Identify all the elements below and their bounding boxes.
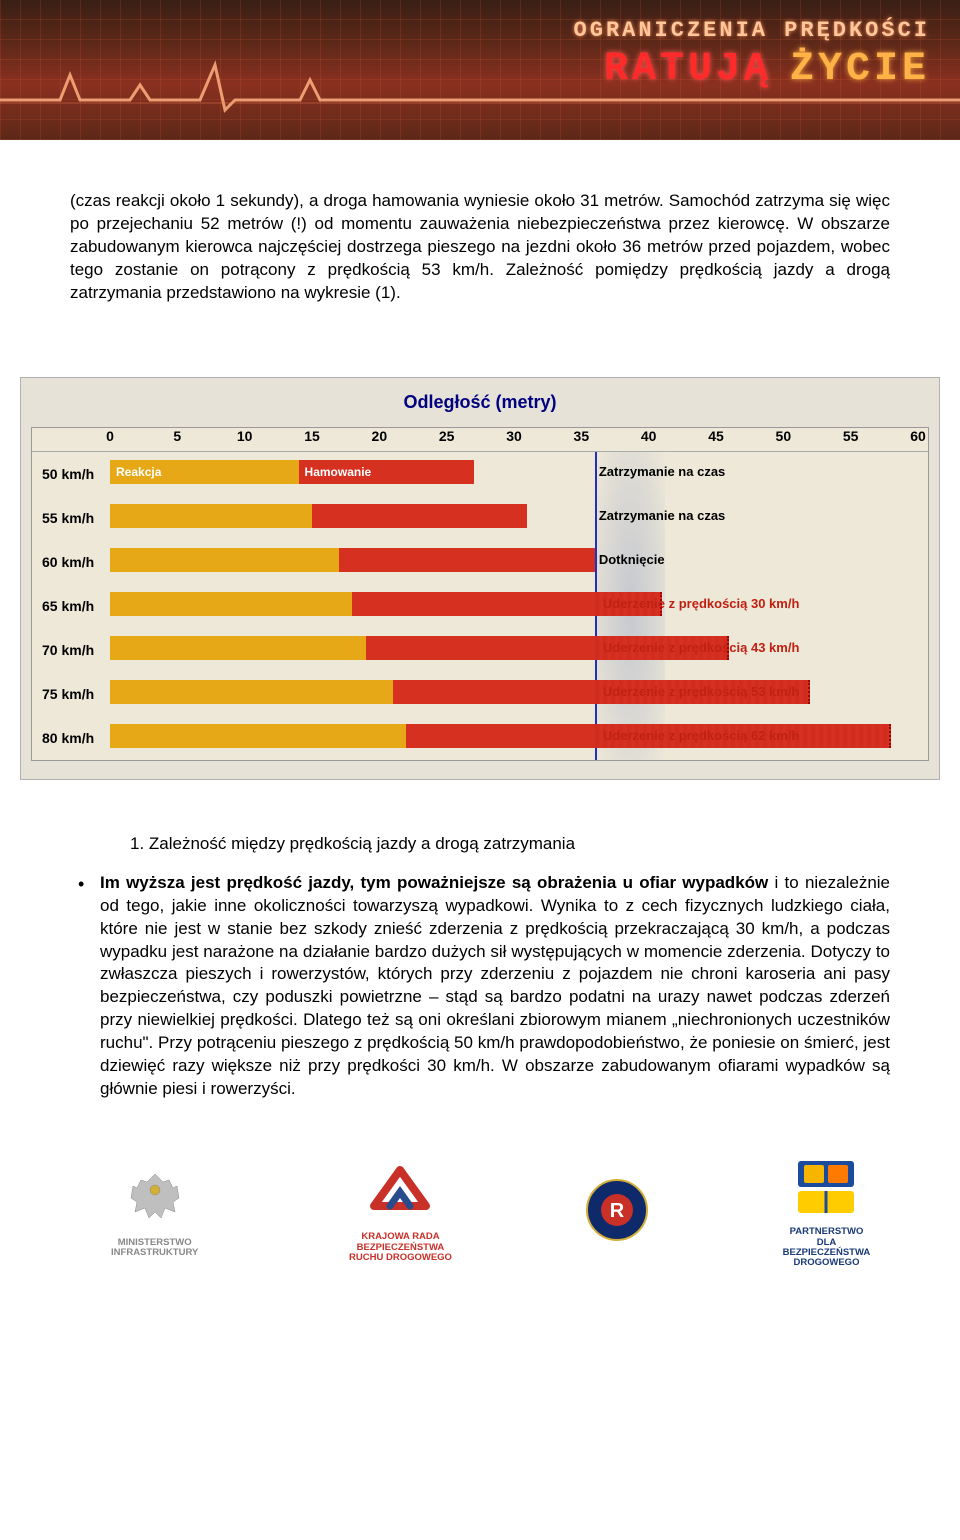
bar-track: Uderzenie z prędkością 43 km/h (110, 636, 918, 664)
logo-krbrd-caption: KRAJOWA RADA BEZPIECZEŃSTWA RUCHU DROGOW… (349, 1232, 452, 1263)
chart-row: 65 km/hUderzenie z prędkością 30 km/h (32, 584, 928, 628)
logo-ministerstwo: MINISTERSTWO INFRASTRUKTURY (90, 1162, 220, 1259)
krbrd-icon (364, 1156, 436, 1228)
x-tick: 55 (843, 428, 859, 444)
reaction-segment: Reakcja (110, 460, 299, 484)
banner-line1: OGRANICZENIA PRĘDKOŚCI (574, 18, 930, 43)
svg-text:R: R (610, 1200, 625, 1222)
speed-label: 70 km/h (32, 642, 110, 658)
logo-krbrd: KRAJOWA RADA BEZPIECZEŃSTWA RUCHU DROGOW… (349, 1156, 452, 1263)
chart-row: 50 km/hReakcjaHamowanie Zatrzymanie na cz… (32, 452, 928, 496)
x-tick: 0 (106, 428, 114, 444)
banner-word-zycie: ŻYCIE (790, 47, 930, 92)
overshoot-marker (595, 724, 891, 748)
braking-segment (312, 504, 527, 528)
chart-row: 75 km/hUderzenie z prędkością 53 km/h (32, 672, 928, 716)
x-tick: 45 (708, 428, 724, 444)
x-tick: 50 (776, 428, 792, 444)
outcome-label: Zatrzymanie na czas (599, 460, 725, 484)
chart-plot-area: 0 5 10 15 20 25 30 35 40 45 50 55 60 50 km/hReakcjaH… (31, 427, 929, 761)
speed-label: 60 km/h (32, 554, 110, 570)
x-tick: 25 (439, 428, 455, 444)
x-tick: 35 (574, 428, 590, 444)
chart-row: 60 km/h Dotknięcie (32, 540, 928, 584)
logo-policja: R (581, 1174, 653, 1246)
x-tick: 40 (641, 428, 657, 444)
eagle-icon (119, 1162, 191, 1234)
chart-row: 55 km/h Zatrzymanie na czas (32, 496, 928, 540)
chart-rows: 50 km/hReakcjaHamowanie Zatrzymanie na cz… (32, 452, 928, 760)
reaction-segment (110, 548, 339, 572)
banner-word-ratuja: RATUJĄ (604, 47, 772, 92)
logo-pbrd-caption: PARTNERSTWO DLA BEZPIECZEŃSTWA DROGOWEGO (783, 1227, 871, 1269)
policja-badge-icon: R (581, 1174, 653, 1246)
stopping-distance-chart: Odległość (metry) 0 5 10 15 20 25 30 35 40 45 50 55… (20, 377, 940, 780)
overshoot-marker (595, 680, 810, 704)
reaction-segment (110, 636, 366, 660)
braking-segment (339, 548, 595, 572)
chart-title: Odległość (metry) (31, 392, 929, 413)
paragraph-1: (czas reakcji około 1 sekundy), a droga … (70, 190, 890, 305)
speed-label: 50 km/h (32, 466, 110, 482)
braking-segment: Hamowanie (299, 460, 474, 484)
reaction-segment (110, 724, 406, 748)
reaction-segment (110, 504, 312, 528)
bar-track: Uderzenie z prędkością 62 km/h (110, 724, 918, 752)
header-banner: OGRANICZENIA PRĘDKOŚCI RATUJĄ ŻYCIE (0, 0, 960, 140)
x-tick: 60 (910, 428, 926, 444)
bar-track: Uderzenie z prędkością 53 km/h (110, 680, 918, 708)
overshoot-marker (595, 636, 730, 660)
outcome-label: Dotknięcie (599, 548, 665, 572)
footer-logos: MINISTERSTWO INFRASTRUKTURY KRAJOWA RADA… (0, 1131, 960, 1299)
x-tick: 20 (372, 428, 388, 444)
x-tick: 15 (304, 428, 320, 444)
speed-label: 80 km/h (32, 730, 110, 746)
chart-row: 80 km/hUderzenie z prędkością 62 km/h (32, 716, 928, 760)
bar-track: Dotknięcie (110, 548, 918, 576)
logo-ministerstwo-caption: MINISTERSTWO INFRASTRUKTURY (90, 1238, 220, 1259)
bullet-item: Im wyższa jest prędkość jazdy, tym poważ… (70, 872, 890, 1101)
logo-pbrd: PARTNERSTWO DLA BEZPIECZEŃSTWA DROGOWEGO (783, 1151, 871, 1269)
chart-x-axis: 0 5 10 15 20 25 30 35 40 45 50 55 60 (32, 428, 928, 452)
banner-line2: RATUJĄ ŻYCIE (574, 47, 930, 92)
pbrd-icon (790, 1151, 862, 1223)
reaction-segment (110, 592, 352, 616)
bar-track: Zatrzymanie na czas (110, 504, 918, 532)
chart-caption: 1. Zależność między prędkością jazdy a d… (0, 810, 960, 864)
reaction-segment (110, 680, 393, 704)
bullet-lead: Im wyższa jest prędkość jazdy, tym poważ… (100, 873, 768, 892)
bullet-body: i to niezależnie od tego, jakie inne oko… (100, 873, 890, 1098)
overshoot-marker (595, 592, 662, 616)
chart-row: 70 km/hUderzenie z prędkością 43 km/h (32, 628, 928, 672)
speed-label: 75 km/h (32, 686, 110, 702)
speed-label: 65 km/h (32, 598, 110, 614)
bar-track: Uderzenie z prędkością 30 km/h (110, 592, 918, 620)
bar-track: ReakcjaHamowanie Zatrzymanie na czas (110, 460, 918, 488)
banner-slogan: OGRANICZENIA PRĘDKOŚCI RATUJĄ ŻYCIE (574, 18, 930, 92)
outcome-label: Zatrzymanie na czas (599, 504, 725, 528)
intro-paragraph: (czas reakcji około 1 sekundy), a droga … (0, 140, 960, 347)
x-tick: 10 (237, 428, 253, 444)
x-tick: 5 (173, 428, 181, 444)
x-tick: 30 (506, 428, 522, 444)
speed-label: 55 km/h (32, 510, 110, 526)
bullet-paragraph: Im wyższa jest prędkość jazdy, tym poważ… (0, 864, 960, 1131)
